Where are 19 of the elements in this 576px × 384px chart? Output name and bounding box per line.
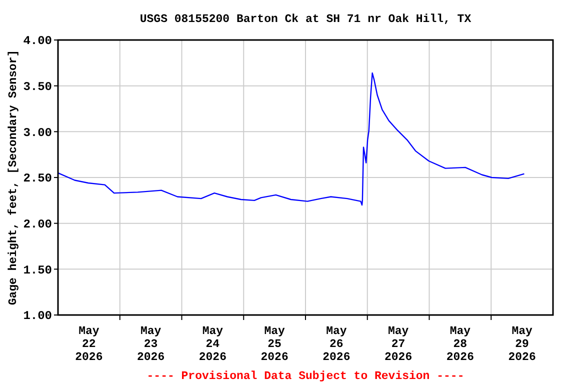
x-tick-label: May 25 2026	[260, 325, 288, 364]
x-tick-label: May 24 2026	[198, 325, 227, 364]
y-tick-label: 2.50	[23, 172, 52, 186]
chart-title: USGS 08155200 Barton Ck at SH 71 nr Oak Hill, TX	[140, 13, 472, 26]
x-tick-label: May 22 2026	[75, 325, 103, 364]
x-tick-label: May 26 2026	[322, 325, 350, 364]
x-tick-label: May 23 2026	[137, 325, 165, 364]
y-tick-label: 4.00	[23, 34, 52, 48]
text: ---- Provisional Data Subject to Revision ----	[146, 370, 464, 383]
y-tick-label: 3.00	[23, 126, 52, 140]
y-tick-label: 3.50	[23, 80, 52, 94]
y-tick-label: 1.00	[23, 309, 52, 324]
x-tick-label: May 28 2026	[446, 325, 474, 364]
x-tick-label: May 27 2026	[384, 325, 412, 364]
y-tick-label: 2.00	[23, 218, 52, 232]
y-axis-title: Gage height, feet, [Secondary Sensor]	[7, 50, 20, 306]
line-series	[57, 72, 525, 206]
y-tick-label: 1.50	[23, 263, 52, 278]
x-tick-label: May 29 2026	[508, 325, 536, 364]
